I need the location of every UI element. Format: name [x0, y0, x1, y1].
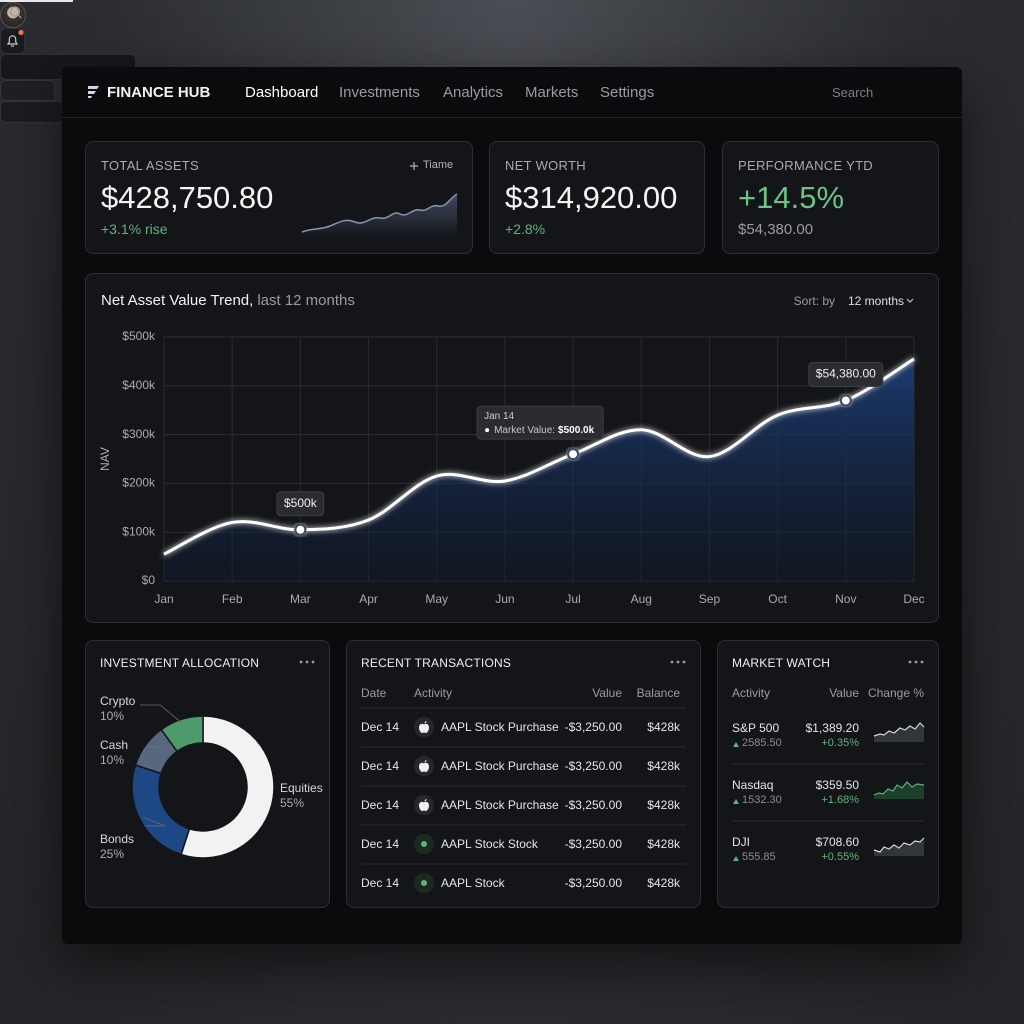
card-change: +3.1% rise	[101, 221, 168, 237]
activity: AAPL Stock Purchase	[441, 759, 559, 773]
column-header: Change %	[867, 686, 924, 700]
balance: $428k	[647, 798, 680, 812]
value: -$3,250.00	[564, 759, 622, 773]
search-placeholder: Search	[832, 85, 874, 100]
nav-tab[interactable]: Dashboard	[245, 84, 319, 101]
column-header: Activity	[414, 686, 453, 700]
market-change: +0.55%	[821, 851, 859, 863]
date: Dec 14	[361, 720, 400, 734]
card-button[interactable]	[0, 80, 55, 101]
balance: $428k	[647, 720, 680, 734]
summary-card	[489, 141, 705, 254]
nav-divider	[62, 117, 962, 118]
card-label: PERFORMANCE YTD	[738, 158, 873, 173]
sort-value: 12 months	[848, 294, 905, 308]
market-index: 555.85	[742, 851, 776, 863]
column-header: Value	[592, 686, 622, 700]
brand-name: FINANCE HUB	[107, 84, 211, 101]
column-header: Activity	[732, 686, 771, 700]
market-watch-panel	[717, 640, 939, 908]
value: -$3,250.00	[564, 876, 622, 890]
brand-logo	[88, 86, 99, 98]
balance: $428k	[647, 876, 680, 890]
notification-button[interactable]	[0, 28, 25, 54]
date: Dec 14	[361, 759, 400, 773]
market-name: S&P 500	[732, 721, 780, 735]
card-button-label: Tiame	[423, 159, 454, 171]
date: Dec 14	[361, 837, 400, 851]
column-header: Balance	[636, 686, 680, 700]
sort-label: Sort: by	[793, 294, 835, 308]
search-icon	[9, 6, 22, 19]
panel-title: MARKET WATCH	[732, 656, 831, 670]
active-tab-underline	[0, 0, 73, 2]
market-index: 1532.30	[742, 794, 782, 806]
market-change: +1.68%	[821, 794, 859, 806]
balance: $428k	[647, 837, 680, 851]
card-value: +14.5%	[738, 180, 845, 215]
market-value: $359.50	[815, 778, 859, 792]
chart-panel	[85, 273, 939, 623]
summary-card	[85, 141, 473, 254]
chart-title: Net Asset Value Trend,	[101, 292, 254, 309]
assets-sparkline	[301, 193, 458, 238]
activity: AAPL Stock Purchase	[441, 798, 559, 812]
activity: AAPL Stock Stock	[441, 837, 538, 851]
nav-tab[interactable]: Settings	[600, 84, 655, 101]
column-header: Date	[361, 686, 387, 700]
transactions-panel	[346, 640, 701, 908]
card-label: NET WORTH	[505, 158, 586, 173]
market-name: Nasdaq	[732, 778, 774, 792]
card-value: $314,920.00	[505, 180, 678, 215]
value: -$3,250.00	[564, 798, 622, 812]
balance: $428k	[647, 759, 680, 773]
value: -$3,250.00	[564, 720, 622, 734]
card-subvalue: $54,380.00	[738, 221, 814, 238]
allocation-panel	[85, 640, 330, 908]
nav-tab[interactable]: Markets	[525, 84, 579, 101]
card-change: +2.8%	[505, 221, 546, 237]
column-header: Value	[829, 686, 859, 700]
market-value: $708.60	[815, 835, 859, 849]
market-change: +0.35%	[821, 737, 859, 749]
nav-tab[interactable]: Investments	[339, 84, 420, 101]
activity: AAPL Stock	[441, 876, 505, 890]
panel-title: INVESTMENT ALLOCATION	[100, 656, 260, 670]
nav-tab[interactable]: Analytics	[443, 84, 504, 101]
card-label: TOTAL ASSETS	[101, 158, 200, 173]
date: Dec 14	[361, 876, 400, 890]
panel-title: RECENT TRANSACTIONS	[361, 656, 512, 670]
plus-icon	[410, 162, 418, 170]
chart-subtitle: last 12 months	[257, 292, 355, 309]
summary-card	[722, 141, 939, 254]
market-value: $1,389.20	[805, 721, 859, 735]
market-index: 2585.50	[742, 737, 782, 749]
value: -$3,250.00	[564, 837, 622, 851]
card-value: $428,750.80	[101, 180, 274, 215]
market-name: DJI	[732, 835, 750, 849]
date: Dec 14	[361, 798, 400, 812]
bell-icon	[6, 29, 24, 47]
activity: AAPL Stock Purchase	[441, 720, 559, 734]
